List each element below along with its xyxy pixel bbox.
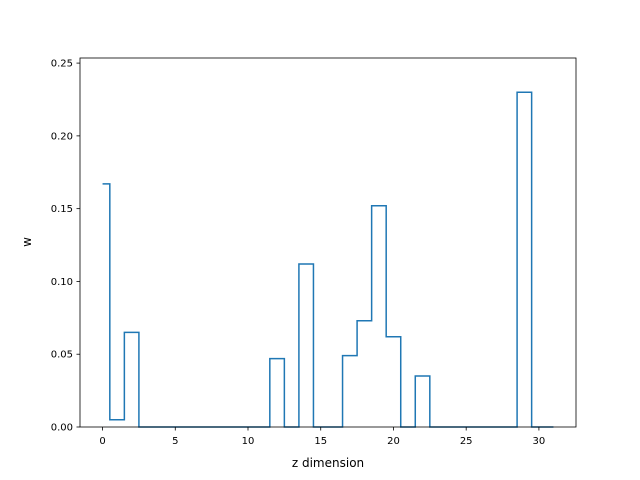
x-axis-label: z dimension [292, 456, 364, 470]
x-tick-label: 0 [99, 436, 105, 447]
x-tick-label: 20 [387, 436, 400, 447]
y-tick-label: 0.20 [51, 131, 73, 142]
x-tick-label: 10 [242, 436, 255, 447]
y-axis-label: w [20, 237, 34, 247]
x-tick-label: 5 [172, 436, 178, 447]
y-tick-label: 0.25 [51, 59, 73, 70]
y-axis-ticks: 0.00 0.05 0.10 0.15 0.20 0.25 [51, 59, 80, 434]
axes-frame [79, 57, 577, 428]
y-tick-label: 0.00 [51, 423, 73, 434]
x-tick-label: 30 [533, 436, 546, 447]
x-tick-label: 25 [460, 436, 473, 447]
x-tick-label: 15 [314, 436, 327, 447]
y-tick-label: 0.05 [51, 350, 73, 361]
y-tick-label: 0.10 [51, 277, 73, 288]
x-axis-ticks: 0 5 10 15 20 25 30 [99, 427, 545, 447]
plot-area [79, 57, 577, 428]
y-tick-label: 0.15 [51, 204, 73, 215]
